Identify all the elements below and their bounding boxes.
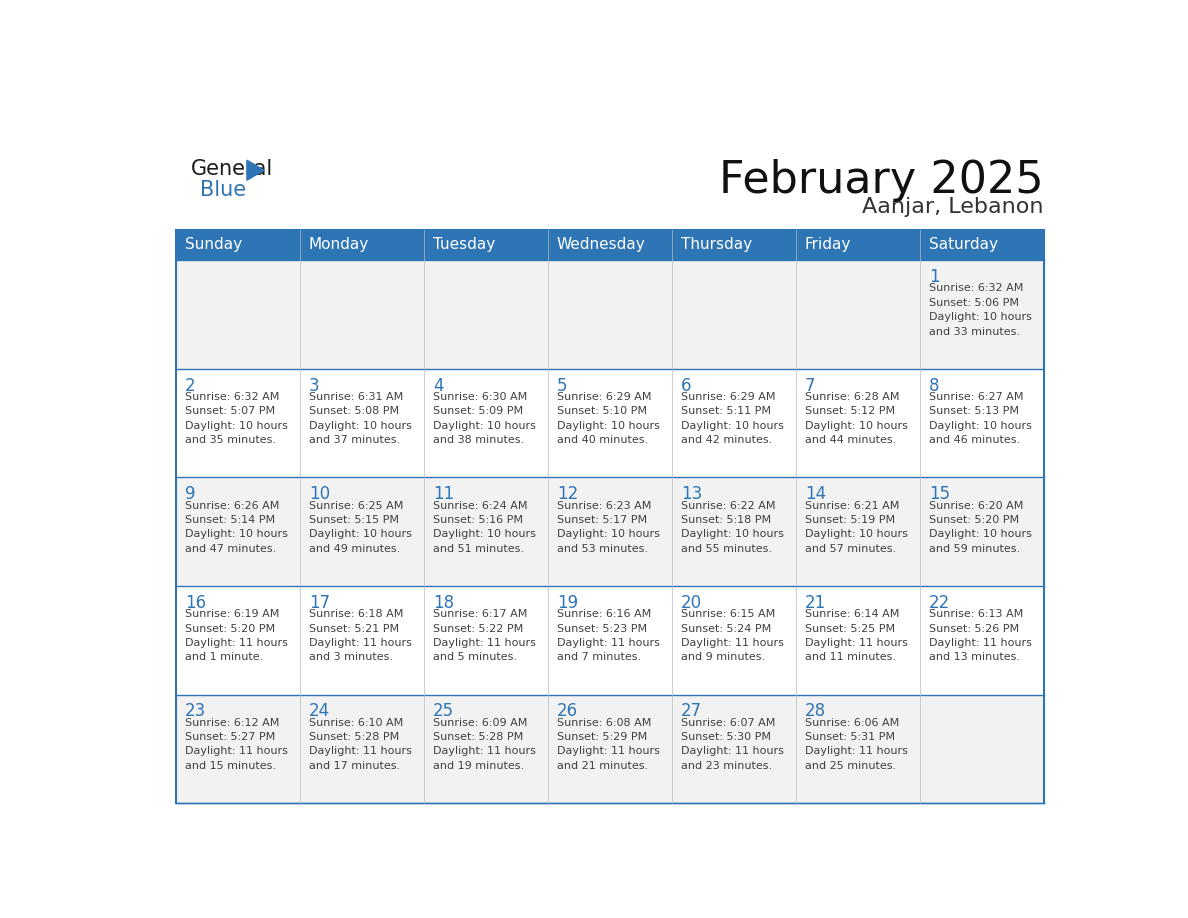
Bar (176, 586, 1043, 695)
Text: Sunrise: 6:28 AM
Sunset: 5:12 PM
Daylight: 10 hours
and 44 minutes.: Sunrise: 6:28 AM Sunset: 5:12 PM Dayligh… (805, 392, 908, 445)
Text: Aanjar, Lebanon: Aanjar, Lebanon (862, 197, 1043, 218)
Text: 11: 11 (432, 485, 454, 503)
Bar (176, 261, 1043, 369)
Text: Sunrise: 6:20 AM
Sunset: 5:20 PM
Daylight: 10 hours
and 59 minutes.: Sunrise: 6:20 AM Sunset: 5:20 PM Dayligh… (929, 500, 1032, 554)
Text: Thursday: Thursday (681, 238, 752, 252)
Bar (176, 695, 1043, 803)
Text: Tuesday: Tuesday (432, 238, 495, 252)
Text: 24: 24 (309, 702, 330, 721)
Text: February 2025: February 2025 (719, 159, 1043, 202)
Bar (176, 369, 1043, 477)
Text: 8: 8 (929, 376, 940, 395)
Text: Sunrise: 6:16 AM
Sunset: 5:23 PM
Daylight: 11 hours
and 7 minutes.: Sunrise: 6:16 AM Sunset: 5:23 PM Dayligh… (557, 610, 659, 662)
Text: Sunrise: 6:27 AM
Sunset: 5:13 PM
Daylight: 10 hours
and 46 minutes.: Sunrise: 6:27 AM Sunset: 5:13 PM Dayligh… (929, 392, 1032, 445)
Text: Sunrise: 6:12 AM
Sunset: 5:27 PM
Daylight: 11 hours
and 15 minutes.: Sunrise: 6:12 AM Sunset: 5:27 PM Dayligh… (185, 718, 287, 771)
Bar (176, 230, 1043, 261)
Text: 6: 6 (681, 376, 691, 395)
Text: Sunrise: 6:07 AM
Sunset: 5:30 PM
Daylight: 11 hours
and 23 minutes.: Sunrise: 6:07 AM Sunset: 5:30 PM Dayligh… (681, 718, 784, 771)
Text: Sunrise: 6:22 AM
Sunset: 5:18 PM
Daylight: 10 hours
and 55 minutes.: Sunrise: 6:22 AM Sunset: 5:18 PM Dayligh… (681, 500, 784, 554)
Text: Sunrise: 6:09 AM
Sunset: 5:28 PM
Daylight: 11 hours
and 19 minutes.: Sunrise: 6:09 AM Sunset: 5:28 PM Dayligh… (432, 718, 536, 771)
Text: Wednesday: Wednesday (557, 238, 645, 252)
Text: 28: 28 (805, 702, 826, 721)
Text: 15: 15 (929, 485, 950, 503)
Text: Sunrise: 6:06 AM
Sunset: 5:31 PM
Daylight: 11 hours
and 25 minutes.: Sunrise: 6:06 AM Sunset: 5:31 PM Dayligh… (805, 718, 908, 771)
Bar (176, 477, 1043, 586)
Text: Monday: Monday (309, 238, 369, 252)
Text: Sunrise: 6:21 AM
Sunset: 5:19 PM
Daylight: 10 hours
and 57 minutes.: Sunrise: 6:21 AM Sunset: 5:19 PM Dayligh… (805, 500, 908, 554)
Text: 3: 3 (309, 376, 320, 395)
Text: 4: 4 (432, 376, 443, 395)
Text: Sunrise: 6:13 AM
Sunset: 5:26 PM
Daylight: 11 hours
and 13 minutes.: Sunrise: 6:13 AM Sunset: 5:26 PM Dayligh… (929, 610, 1032, 662)
Text: Friday: Friday (805, 238, 852, 252)
Text: Sunrise: 6:32 AM
Sunset: 5:06 PM
Daylight: 10 hours
and 33 minutes.: Sunrise: 6:32 AM Sunset: 5:06 PM Dayligh… (929, 284, 1032, 337)
Text: Sunrise: 6:23 AM
Sunset: 5:17 PM
Daylight: 10 hours
and 53 minutes.: Sunrise: 6:23 AM Sunset: 5:17 PM Dayligh… (557, 500, 659, 554)
Text: Sunrise: 6:32 AM
Sunset: 5:07 PM
Daylight: 10 hours
and 35 minutes.: Sunrise: 6:32 AM Sunset: 5:07 PM Dayligh… (185, 392, 287, 445)
Text: Sunrise: 6:29 AM
Sunset: 5:10 PM
Daylight: 10 hours
and 40 minutes.: Sunrise: 6:29 AM Sunset: 5:10 PM Dayligh… (557, 392, 659, 445)
Text: 2: 2 (185, 376, 196, 395)
Text: Sunday: Sunday (185, 238, 242, 252)
Text: 13: 13 (681, 485, 702, 503)
Text: 25: 25 (432, 702, 454, 721)
Text: 10: 10 (309, 485, 330, 503)
Text: 7: 7 (805, 376, 815, 395)
Text: Sunrise: 6:14 AM
Sunset: 5:25 PM
Daylight: 11 hours
and 11 minutes.: Sunrise: 6:14 AM Sunset: 5:25 PM Dayligh… (805, 610, 908, 662)
Text: Sunrise: 6:31 AM
Sunset: 5:08 PM
Daylight: 10 hours
and 37 minutes.: Sunrise: 6:31 AM Sunset: 5:08 PM Dayligh… (309, 392, 412, 445)
Text: 1: 1 (929, 268, 940, 286)
Text: Sunrise: 6:08 AM
Sunset: 5:29 PM
Daylight: 11 hours
and 21 minutes.: Sunrise: 6:08 AM Sunset: 5:29 PM Dayligh… (557, 718, 659, 771)
Text: 22: 22 (929, 594, 950, 611)
Text: 9: 9 (185, 485, 195, 503)
Text: 20: 20 (681, 594, 702, 611)
Text: Sunrise: 6:19 AM
Sunset: 5:20 PM
Daylight: 11 hours
and 1 minute.: Sunrise: 6:19 AM Sunset: 5:20 PM Dayligh… (185, 610, 287, 662)
Text: Sunrise: 6:26 AM
Sunset: 5:14 PM
Daylight: 10 hours
and 47 minutes.: Sunrise: 6:26 AM Sunset: 5:14 PM Dayligh… (185, 500, 287, 554)
Text: 14: 14 (805, 485, 826, 503)
Text: 18: 18 (432, 594, 454, 611)
Text: Sunrise: 6:25 AM
Sunset: 5:15 PM
Daylight: 10 hours
and 49 minutes.: Sunrise: 6:25 AM Sunset: 5:15 PM Dayligh… (309, 500, 412, 554)
Text: Sunrise: 6:24 AM
Sunset: 5:16 PM
Daylight: 10 hours
and 51 minutes.: Sunrise: 6:24 AM Sunset: 5:16 PM Dayligh… (432, 500, 536, 554)
Text: Blue: Blue (201, 180, 247, 200)
Text: 27: 27 (681, 702, 702, 721)
Text: 26: 26 (557, 702, 579, 721)
Polygon shape (247, 161, 264, 180)
Text: General: General (191, 159, 273, 179)
Text: Saturday: Saturday (929, 238, 998, 252)
Text: 5: 5 (557, 376, 568, 395)
Text: 17: 17 (309, 594, 330, 611)
Text: Sunrise: 6:15 AM
Sunset: 5:24 PM
Daylight: 11 hours
and 9 minutes.: Sunrise: 6:15 AM Sunset: 5:24 PM Dayligh… (681, 610, 784, 662)
Text: Sunrise: 6:29 AM
Sunset: 5:11 PM
Daylight: 10 hours
and 42 minutes.: Sunrise: 6:29 AM Sunset: 5:11 PM Dayligh… (681, 392, 784, 445)
Text: Sunrise: 6:10 AM
Sunset: 5:28 PM
Daylight: 11 hours
and 17 minutes.: Sunrise: 6:10 AM Sunset: 5:28 PM Dayligh… (309, 718, 412, 771)
Text: 12: 12 (557, 485, 579, 503)
Text: 23: 23 (185, 702, 207, 721)
Text: 21: 21 (805, 594, 826, 611)
Text: 16: 16 (185, 594, 206, 611)
Text: 19: 19 (557, 594, 579, 611)
Text: Sunrise: 6:17 AM
Sunset: 5:22 PM
Daylight: 11 hours
and 5 minutes.: Sunrise: 6:17 AM Sunset: 5:22 PM Dayligh… (432, 610, 536, 662)
Text: Sunrise: 6:30 AM
Sunset: 5:09 PM
Daylight: 10 hours
and 38 minutes.: Sunrise: 6:30 AM Sunset: 5:09 PM Dayligh… (432, 392, 536, 445)
Text: Sunrise: 6:18 AM
Sunset: 5:21 PM
Daylight: 11 hours
and 3 minutes.: Sunrise: 6:18 AM Sunset: 5:21 PM Dayligh… (309, 610, 412, 662)
